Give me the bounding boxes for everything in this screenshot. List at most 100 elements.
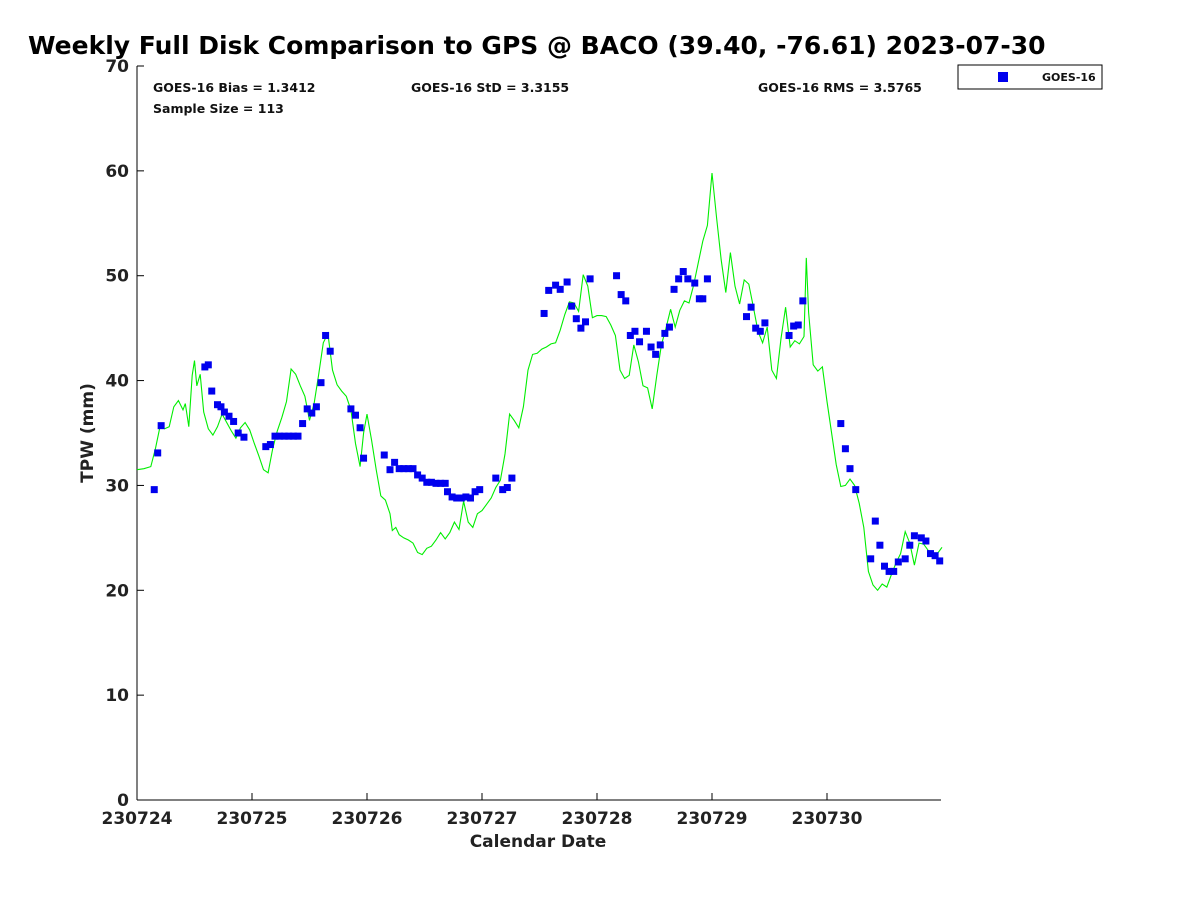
x-axis-ticks: 230724 230725 230726 230727 230728 230729 2307…	[102, 793, 863, 829]
goes16-point	[154, 449, 162, 457]
gps-line-layer	[136, 172, 943, 592]
goes16-point	[885, 567, 893, 575]
goes16-point	[230, 417, 238, 425]
goes16-point	[837, 420, 845, 428]
goes16-point	[691, 279, 699, 287]
goes16-point	[150, 486, 158, 494]
goes16-point	[432, 479, 440, 487]
goes16-point	[391, 458, 399, 466]
goes16-point	[867, 555, 875, 563]
legend-marker-goes16	[998, 72, 1008, 82]
goes16-point	[799, 297, 807, 305]
goes16-point	[266, 441, 274, 449]
goes16-point	[790, 322, 798, 330]
goes16-point	[294, 432, 302, 440]
goes16-point	[441, 479, 449, 487]
goes16-point	[675, 275, 683, 283]
x-tick-label: 230726	[332, 809, 403, 829]
goes16-point	[703, 275, 711, 283]
stat-bias: GOES-16 Bias = 1.3412	[153, 80, 315, 95]
x-tick-label: 230724	[102, 809, 173, 829]
goes16-point	[289, 432, 297, 440]
goes16-point	[276, 432, 284, 440]
legend-box	[957, 64, 1103, 90]
goes16-point	[271, 432, 279, 440]
goes16-point	[352, 411, 359, 419]
goes16-point	[347, 405, 355, 413]
goes16-point	[225, 412, 233, 420]
stat-std: GOES-16 StD = 3.3155	[411, 80, 569, 95]
goes16-point	[617, 291, 625, 299]
goes16-point	[404, 465, 412, 473]
gps-line	[136, 172, 943, 592]
goes16-point	[699, 295, 707, 303]
goes16-point	[471, 488, 479, 496]
x-tick-label: 230729	[677, 809, 748, 829]
goes16-point	[794, 321, 802, 329]
goes16-point	[312, 403, 320, 411]
goes16-point	[906, 541, 914, 549]
goes16-point	[545, 286, 553, 294]
goes16-point	[467, 494, 474, 502]
x-tick-label: 230728	[562, 809, 633, 829]
y-tick-label: 60	[105, 162, 129, 182]
goes16-point	[444, 488, 451, 496]
goes16-point	[303, 405, 311, 413]
x-axis-label: Calendar Date	[470, 832, 607, 852]
y-axis-label: TPW (mm)	[78, 383, 98, 483]
goes16-point	[622, 297, 630, 305]
goes16-point	[586, 275, 594, 283]
goes16-point	[910, 532, 918, 540]
goes16-point	[308, 409, 316, 417]
goes16-point	[457, 494, 465, 502]
goes16-point	[917, 534, 925, 542]
goes16-point	[322, 331, 330, 339]
goes16-point	[427, 478, 435, 486]
goes16-point	[656, 341, 664, 349]
goes16-point	[262, 443, 270, 451]
goes16-point	[395, 465, 403, 473]
goes16-points-layer	[150, 268, 944, 575]
goes16-point	[540, 309, 548, 317]
goes16-point	[890, 567, 898, 575]
goes16-point	[756, 327, 764, 335]
goes16-point	[922, 537, 930, 545]
goes16-point	[360, 454, 368, 462]
goes16-point	[204, 361, 212, 369]
goes16-point	[453, 494, 461, 502]
goes16-point	[552, 281, 560, 289]
goes16-point	[240, 433, 248, 441]
goes16-point	[881, 562, 888, 570]
legend-label-goes16: GOES-16	[1042, 71, 1096, 84]
goes16-point	[299, 420, 307, 428]
goes16-point	[217, 403, 225, 411]
goes16-point	[871, 517, 879, 525]
goes16-point	[572, 315, 580, 323]
y-tick-label: 50	[105, 267, 129, 287]
goes16-point	[326, 347, 334, 355]
stat-sample-size: Sample Size = 113	[153, 101, 284, 116]
goes16-point	[679, 268, 687, 276]
y-tick-label: 70	[105, 57, 129, 77]
plot-area	[137, 66, 941, 800]
goes16-point	[280, 432, 288, 440]
y-tick-label: 10	[105, 686, 129, 706]
goes16-point	[437, 479, 445, 487]
goes16-point	[317, 379, 325, 387]
chart-title: Weekly Full Disk Comparison to GPS @ BAC…	[28, 31, 1046, 60]
y-tick-label: 20	[105, 581, 129, 601]
goes16-point	[931, 552, 939, 560]
goes16-point	[670, 285, 678, 293]
stat-rms: GOES-16 RMS = 3.5765	[758, 80, 922, 95]
goes16-point	[508, 474, 516, 482]
goes16-point	[492, 474, 500, 482]
goes16-point	[448, 493, 456, 501]
goes16-point	[936, 557, 944, 565]
goes16-point	[752, 324, 760, 332]
goes16-point	[661, 329, 669, 337]
goes16-point	[626, 331, 634, 339]
goes16-point	[386, 466, 394, 474]
goes16-point	[841, 445, 849, 453]
goes16-point	[846, 465, 854, 473]
